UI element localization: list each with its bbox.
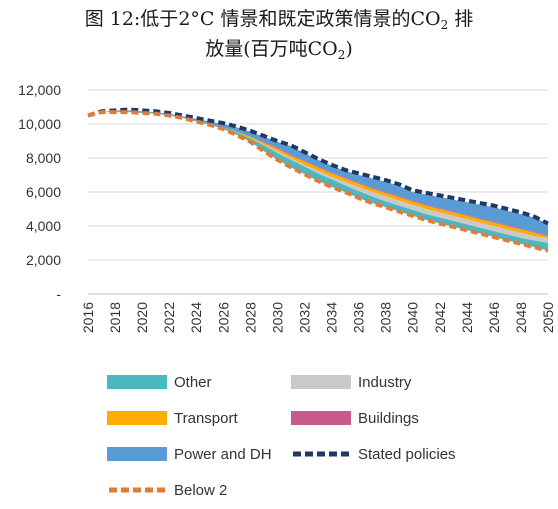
x-tick-label: 2018 — [107, 302, 123, 333]
scenario-lines — [87, 107, 549, 253]
x-tick-label: 2016 — [80, 302, 96, 333]
title-line2-prefix: 放量(百万吨CO — [205, 38, 338, 60]
x-tick-label: 2048 — [513, 302, 529, 333]
title-line2-suffix: ) — [345, 38, 353, 60]
y-tick-label: 10,000 — [18, 116, 61, 132]
area-power-dh — [88, 110, 548, 236]
title-mid: °C 情景和既定政策情景的CO — [190, 8, 441, 30]
x-tick-label: 2026 — [215, 302, 231, 333]
x-tick-label: 2050 — [540, 302, 556, 333]
title-two: 2 — [178, 8, 191, 30]
legend-swatch-buildings — [291, 411, 351, 425]
line-below2 — [87, 110, 549, 253]
legend-label-other: Other — [174, 374, 212, 391]
legend-label-below2: Below 2 — [174, 482, 227, 499]
x-tick-label: 2044 — [459, 302, 475, 333]
y-tick-label: 12,000 — [18, 82, 61, 98]
legend-label-buildings: Buildings — [358, 410, 419, 427]
area-transport — [88, 110, 548, 238]
x-tick-label: 2046 — [486, 302, 502, 333]
y-tick-label: 8,000 — [26, 150, 61, 166]
line-stated-policies — [87, 107, 549, 226]
x-tick-label: 2028 — [242, 302, 258, 333]
legend-swatch-industry — [291, 375, 351, 389]
x-tick-label: 2036 — [351, 302, 367, 333]
legend-swatch-other — [107, 375, 167, 389]
x-tick-label: 2038 — [378, 302, 394, 333]
area-industry — [88, 110, 548, 244]
title-suffix: 排 — [448, 8, 474, 30]
legend-label-transport: Transport — [174, 410, 238, 427]
legend-label-power-dh: Power and DH — [174, 446, 272, 463]
x-tick-label: 2020 — [134, 302, 150, 333]
x-tick-label: 2034 — [324, 302, 340, 333]
title-prefix: 图 12:低于 — [84, 8, 179, 30]
y-tick-label: 4,000 — [26, 218, 61, 234]
x-tick-label: 2024 — [188, 302, 204, 333]
legend-label-industry: Industry — [358, 374, 412, 391]
chart-title-line-1: 图 12:低于2°C 情景和既定政策情景的CO2 排 — [0, 4, 558, 32]
title-subscript: 2 — [440, 18, 449, 32]
x-tick-label: 2040 — [405, 302, 421, 333]
x-tick-label: 2032 — [296, 302, 312, 333]
y-tick-label: 2,000 — [26, 252, 61, 268]
legend-swatch-transport — [107, 411, 167, 425]
x-tick-label: 2030 — [269, 302, 285, 333]
y-tick-label: - — [56, 286, 61, 302]
axes: - 2,000 4,000 6,000 8,000 10,000 12,000 2016 201… — [18, 82, 556, 333]
legend-label-stated-policies: Stated policies — [358, 446, 456, 463]
y-tick-label: 6,000 — [26, 184, 61, 200]
chart-title-line-2: 放量(百万吨CO2) — [0, 34, 558, 62]
title-line2-subscript: 2 — [337, 48, 346, 62]
x-tick-label: 2022 — [161, 302, 177, 333]
legend-swatch-power-dh — [107, 447, 167, 461]
x-tick-label: 2042 — [432, 302, 448, 333]
legend: Other Industry Transport Buildings Power and… — [107, 374, 456, 499]
